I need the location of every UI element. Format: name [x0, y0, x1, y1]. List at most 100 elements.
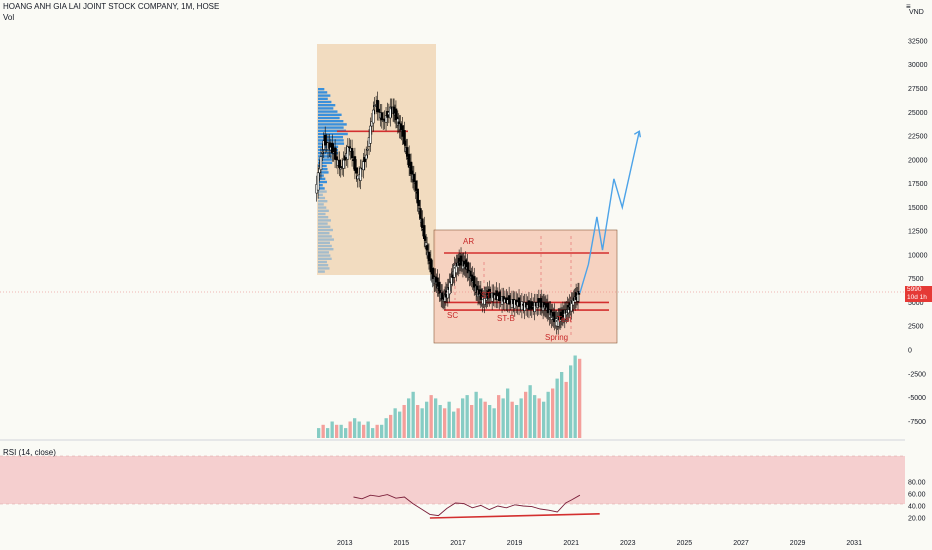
volume-bar: [515, 405, 519, 438]
projection-path: [579, 131, 640, 294]
volume-bar: [479, 398, 483, 438]
volume-bar: [335, 424, 339, 438]
candle-body: [318, 168, 321, 174]
candle-body: [495, 290, 498, 300]
rsi-tick-label: 20.00: [908, 516, 926, 523]
volume-profile-bar: [318, 200, 328, 203]
volume-profile-bar: [318, 216, 329, 219]
volume-profile-bar: [318, 267, 330, 270]
candle-body: [355, 167, 358, 174]
volume-bar: [357, 421, 361, 438]
volume-profile-bar: [318, 248, 334, 251]
candle-body: [316, 172, 320, 191]
time-tick-label: 2013: [337, 540, 353, 547]
volume-bar: [528, 385, 532, 438]
volume-profile-bar: [318, 136, 344, 139]
volume-bar: [326, 428, 330, 438]
candle-body: [353, 156, 357, 171]
volume-profile-bar: [318, 164, 327, 168]
volume-profile-bar: [318, 110, 338, 113]
volume-profile-bar: [318, 270, 325, 273]
rsi-band: [0, 456, 905, 504]
rsi-tick-label: 80.00: [908, 480, 926, 487]
volume-bar: [330, 421, 334, 438]
price-tick-label: 17500: [908, 181, 928, 188]
volume-bar: [384, 418, 388, 438]
candle-body: [370, 121, 374, 127]
volume-profile-bar: [318, 251, 329, 254]
volume-profile-bar: [318, 184, 323, 187]
price-tick-label: 22500: [908, 134, 928, 141]
volume-bar: [573, 355, 577, 438]
volume-bar: [348, 421, 352, 438]
candle-body: [364, 154, 368, 160]
price-pane[interactable]: [0, 0, 905, 440]
volume-profile-bar: [318, 254, 331, 257]
rsi-legend[interactable]: RSI (14, close): [3, 448, 56, 457]
volume-profile-bar: [318, 171, 329, 174]
annotation-st: ST: [481, 291, 491, 300]
volume-bar: [510, 401, 514, 438]
price-tick-label: -5000: [908, 395, 926, 402]
volume-profile-bar: [318, 193, 323, 196]
price-axis-menu-icon[interactable]: ≡: [906, 2, 911, 11]
chart-title: HOANG ANH GIA LAI JOINT STOCK COMPANY, 1…: [3, 2, 220, 11]
volume-profile-bar: [318, 180, 327, 184]
candle-body: [507, 295, 511, 305]
volume-profile-bar: [318, 123, 347, 126]
volume-bar: [524, 391, 528, 438]
volume-profile-bar: [318, 97, 328, 100]
volume-legend[interactable]: Vol: [3, 13, 15, 22]
candle-body: [520, 301, 524, 310]
volume-bar: [371, 428, 375, 438]
annotation-st-b: ST-B: [497, 314, 515, 323]
volume-bar: [506, 388, 510, 438]
time-tick-label: 2031: [846, 540, 862, 547]
rsi-line: [353, 494, 581, 517]
candle-body: [346, 146, 350, 160]
annotation-ar: AR: [463, 237, 474, 246]
candle-body: [328, 142, 331, 149]
volume-bar: [362, 424, 366, 438]
time-tick-label: 2017: [450, 540, 466, 547]
volume-bar: [492, 408, 496, 438]
candle-body: [338, 159, 341, 168]
volume-profile-bar: [318, 107, 334, 110]
price-tick-label: 10000: [908, 252, 928, 259]
volume-bars: [317, 355, 582, 438]
volume-bar: [519, 398, 523, 438]
volume-bar: [411, 391, 415, 438]
rsi-tick-label: 60.00: [908, 492, 926, 499]
candle-body: [488, 288, 491, 299]
volume-profile-bar: [318, 222, 328, 225]
time-tick-label: 2015: [394, 540, 410, 547]
volume-bar: [461, 398, 465, 438]
candle-body: [342, 159, 345, 169]
volume-profile-bar: [318, 132, 348, 136]
volume-bar: [452, 411, 456, 438]
volume-profile-bar: [318, 155, 332, 158]
volume-bar: [533, 395, 537, 438]
volume-bar: [443, 408, 447, 438]
volume-profile-bar: [318, 158, 332, 161]
price-axis[interactable]: [905, 0, 932, 550]
candle-body: [376, 99, 379, 113]
volume-bar: [551, 388, 555, 438]
candle-body: [372, 109, 375, 124]
candle-body: [339, 167, 343, 170]
volume-bar: [456, 408, 460, 438]
candle-body: [497, 291, 501, 302]
candle-body: [331, 142, 334, 154]
volume-bar: [402, 405, 406, 438]
volume-profile-bar: [318, 206, 327, 209]
candle-body: [517, 297, 521, 307]
volume-bar: [438, 405, 442, 438]
volume-profile-bar: [318, 264, 329, 267]
volume-bar: [569, 365, 573, 438]
volume-bar: [398, 411, 402, 438]
volume-bar: [537, 398, 541, 438]
candle-body: [366, 148, 369, 151]
volume-bar: [542, 401, 546, 438]
trading-range-box: [433, 229, 618, 344]
